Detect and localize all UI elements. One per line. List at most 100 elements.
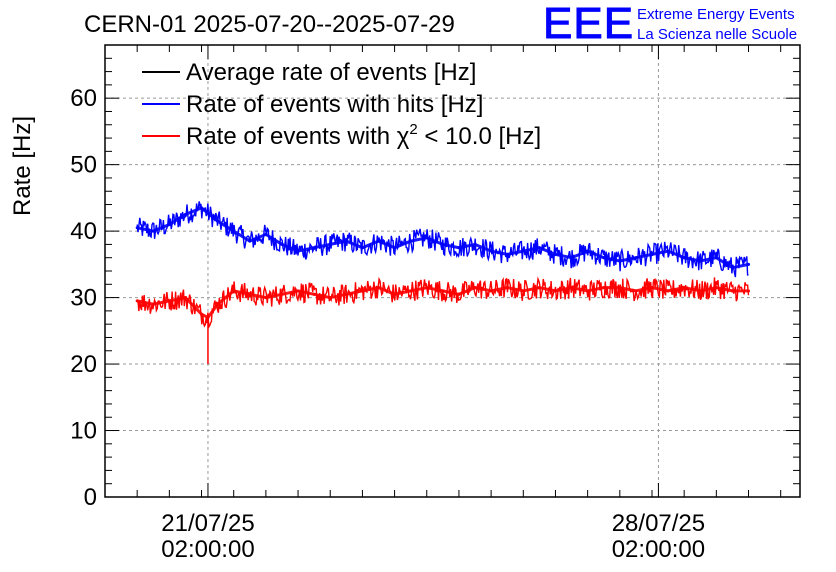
data-point — [537, 246, 541, 250]
data-point — [570, 256, 574, 260]
y-tick-label: 50 — [70, 152, 97, 179]
chart-title: CERN-01 2025-07-20--2025-07-29 — [84, 11, 455, 38]
data-point — [264, 232, 268, 236]
data-point — [167, 299, 171, 303]
legend: Average rate of events [Hz] Rate of even… — [142, 59, 541, 150]
data-point — [232, 289, 236, 293]
x-tick-label-time: 02:00:00 — [161, 536, 254, 563]
data-point — [167, 222, 171, 226]
data-point — [280, 242, 284, 246]
data-point — [441, 242, 445, 246]
data-point — [312, 292, 316, 296]
data-point — [489, 289, 493, 293]
data-point — [457, 292, 461, 296]
data-point — [747, 262, 751, 266]
data-point — [586, 249, 590, 253]
data-point — [216, 302, 220, 306]
legend-chi2-suffix: < 10.0 [Hz] — [418, 123, 541, 150]
data-point — [473, 286, 477, 290]
y-tick-label: 10 — [70, 418, 97, 445]
x-tick-label-date: 21/07/25 — [161, 510, 254, 537]
logo-line2: La Scienza nelle Scuole — [637, 26, 797, 43]
data-point — [714, 286, 718, 290]
data-point — [409, 289, 413, 293]
data-point — [200, 312, 204, 316]
data-point — [537, 286, 541, 290]
logo-line1: Extreme Energy Events — [637, 6, 795, 23]
legend-chi2-sup: 2 — [409, 121, 417, 138]
data-point — [376, 286, 380, 290]
axes — [104, 44, 801, 498]
grid-lines — [105, 45, 800, 497]
series-2 — [135, 276, 751, 365]
data-point — [666, 249, 670, 253]
y-tick-label: 40 — [70, 218, 97, 245]
data-point — [634, 289, 638, 293]
data-point — [360, 246, 364, 250]
data-point — [730, 266, 734, 270]
data-point — [183, 213, 187, 216]
data-point — [232, 229, 236, 233]
legend-label-chi2: Rate of events with χ2 < 10.0 [Hz] — [186, 121, 541, 150]
data-point — [264, 296, 268, 300]
data-point — [618, 286, 622, 290]
series-line — [136, 201, 749, 278]
data-point — [489, 249, 493, 253]
data-point — [505, 286, 509, 290]
series-mean — [136, 286, 749, 320]
data-point — [296, 249, 300, 253]
data-point — [296, 289, 300, 293]
data-point — [521, 249, 525, 253]
legend-chi2-prefix: Rate of events with — [186, 123, 397, 150]
data-point — [682, 256, 686, 260]
data-point — [553, 289, 557, 293]
logo-mark: EEE — [543, 0, 634, 48]
data-point — [730, 289, 734, 293]
data-point — [200, 206, 204, 210]
data-point — [183, 296, 187, 300]
data-point — [425, 236, 429, 240]
data-point — [618, 259, 622, 263]
data-point — [714, 256, 718, 260]
data-point — [344, 292, 348, 296]
data-point — [280, 292, 284, 296]
data-point — [602, 256, 606, 260]
data-point — [441, 289, 445, 293]
data-point — [698, 289, 702, 293]
data-point — [360, 289, 364, 293]
series-1 — [135, 201, 751, 278]
x-tick-label-time: 02:00:00 — [612, 536, 705, 563]
data-point — [570, 286, 574, 290]
y-tick-label: 0 — [84, 484, 97, 511]
data-point — [151, 229, 155, 233]
data-point — [682, 286, 686, 290]
data-point — [650, 286, 654, 290]
data-point — [747, 289, 751, 293]
y-axis-label: Rate [Hz] — [9, 116, 36, 216]
legend-label-hits: Rate of events with hits [Hz] — [186, 91, 483, 118]
data-point — [344, 239, 348, 243]
data-point — [328, 296, 332, 300]
y-tick-labels: 0 10 20 30 40 50 60 — [70, 85, 97, 511]
data-point — [666, 289, 670, 293]
legend-chi2-symbol: χ — [397, 123, 410, 150]
data-point — [457, 246, 461, 250]
legend-label-average: Average rate of events [Hz] — [186, 59, 476, 86]
series-line — [137, 276, 750, 330]
y-tick-label: 60 — [70, 85, 97, 112]
data-point — [393, 292, 397, 296]
data-point — [135, 299, 139, 303]
y-tick-label: 30 — [70, 285, 97, 312]
data-point — [312, 246, 316, 250]
data-point — [473, 242, 477, 246]
data-point — [650, 252, 654, 256]
data-point — [216, 219, 220, 223]
data-point — [586, 289, 590, 293]
data-point — [553, 252, 557, 256]
data-point — [602, 286, 606, 290]
data-point — [151, 302, 155, 306]
data-point — [698, 259, 702, 263]
data-point — [248, 239, 252, 243]
